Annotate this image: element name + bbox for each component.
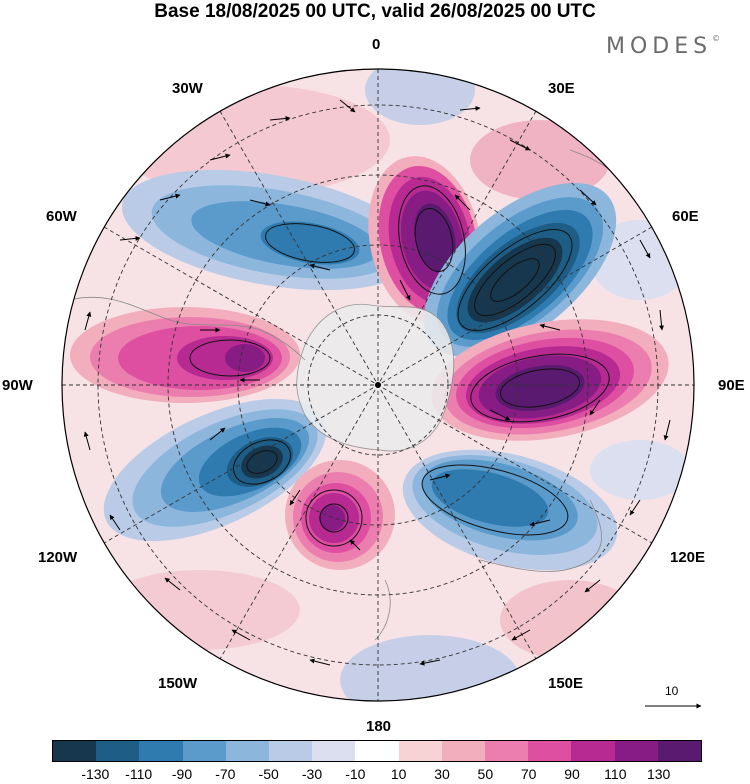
anomaly-neg-weak [590, 440, 690, 500]
colorbar-tick-label: 90 [564, 766, 580, 782]
colorbar-tick-label: -10 [345, 766, 366, 782]
colorbar-tick-label: 130 [646, 766, 671, 782]
colorbar-tick-label: 110 [604, 766, 627, 782]
lon-label-60e: 60E [672, 208, 699, 225]
colorbar-tick-label: -130 [81, 766, 110, 782]
lon-label-0: 0 [372, 36, 381, 53]
colorbar-tick-label: -110 [125, 766, 153, 782]
colorbar-tick-label: -30 [301, 766, 323, 782]
colorbar-segment [571, 741, 615, 761]
lon-label-180: 180 [366, 718, 392, 735]
colorbar [52, 740, 702, 762]
pole-dot-icon [375, 382, 381, 388]
lon-label-120w: 120W [38, 549, 78, 566]
colorbar-segment [398, 741, 442, 761]
coastline [479, 499, 602, 572]
colorbar-segment [528, 741, 572, 761]
anomaly-neg-120w [103, 398, 327, 542]
map-border [61, 68, 695, 702]
coastline [374, 579, 391, 641]
lon-label-150e: 150E [548, 675, 584, 692]
anomaly-pos-weak [500, 580, 640, 660]
colorbar-segment [355, 741, 399, 761]
antarctica-landmass [296, 303, 455, 452]
colorbar-segment [96, 741, 140, 761]
colorbar-segment [312, 741, 356, 761]
anomaly-pos-150w [285, 460, 395, 570]
map-title: Base 18/08/2025 00 UTC, valid 26/08/2025… [154, 1, 596, 22]
lon-label-120e: 120E [670, 549, 706, 566]
anomaly-neg-60e [423, 182, 617, 358]
lon-label-30w: 30W [172, 80, 203, 97]
anomaly-pos-weak [100, 570, 300, 650]
colorbar-segment [269, 741, 313, 761]
colorbar-segment [485, 741, 529, 761]
anomaly-neg-weak [365, 69, 475, 125]
polar-map [61, 68, 695, 702]
colorbar-tick-label: 70 [520, 766, 537, 782]
lon-label-90w: 90W [2, 377, 33, 394]
colorbar-segment [614, 741, 658, 761]
height-contours [189, 185, 610, 547]
reference-vector-arrow [645, 703, 702, 709]
anomaly-pos-weak [470, 120, 610, 200]
colorbar-tick-label: 30 [434, 766, 450, 782]
lon-label-60w: 60W [46, 208, 77, 225]
colorbar-segment [441, 741, 486, 761]
anomaly-pos-90e [431, 319, 669, 441]
coastline [69, 296, 306, 361]
modes-logo: MODES© [606, 34, 721, 59]
anomaly-pos-90w [70, 307, 300, 403]
wind-vectors [83, 99, 671, 666]
lon-label-90e: 90E [718, 377, 745, 394]
colorbar-tick-label: 10 [390, 766, 407, 782]
colorbar-tick-label: -70 [215, 766, 236, 782]
anomaly-neg-weak [340, 635, 520, 701]
anomaly-field [62, 69, 694, 701]
colorbar-tick-label: -90 [171, 766, 193, 782]
lon-label-30e: 30E [548, 80, 575, 97]
colorbar-segment [182, 741, 226, 761]
lon-label-150w: 150W [158, 675, 198, 692]
colorbar-tick-label: -50 [258, 766, 279, 782]
reference-vector-label: 10 [665, 684, 679, 698]
colorbar-segment [657, 741, 702, 761]
colorbar-segment [139, 741, 183, 761]
colorbar-ticks: -130 -110 -90 -70 -50 -30 -10 10 30 50 70 90 110 130 [0, 766, 750, 784]
colorbar-segment [225, 741, 270, 761]
anomaly-neg-120e [402, 449, 618, 571]
colorbar-tick-label: 50 [477, 766, 494, 782]
colorbar-segment [53, 741, 97, 761]
